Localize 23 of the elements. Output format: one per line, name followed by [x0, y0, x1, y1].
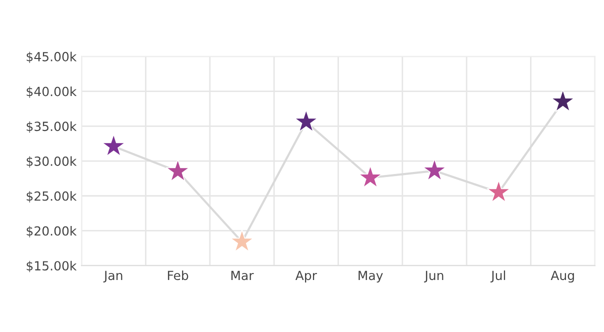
point	[358, 165, 382, 188]
point	[102, 134, 126, 157]
y-tick-label: $40.00k	[26, 86, 77, 98]
y-tick-label: $20.00k	[26, 226, 77, 238]
point	[166, 159, 190, 182]
y-tick-label: $35.00k	[26, 121, 77, 133]
x-tick-label: May	[358, 270, 383, 283]
x-tick-label: Jul	[490, 270, 506, 282]
point	[486, 180, 511, 203]
point	[230, 229, 254, 252]
x-tick-label: Apr	[295, 270, 317, 283]
x-tick-label: Feb	[168, 270, 188, 280]
y-tick-label: $25.00k	[26, 191, 77, 202]
y-tick-label: $45.00k	[26, 52, 77, 64]
y-tick-label: $15.00k	[26, 260, 77, 272]
point	[422, 158, 446, 181]
point	[294, 110, 318, 132]
x-tick-label: Jan	[103, 270, 122, 282]
point	[550, 89, 575, 112]
x-tick-label: Mar	[231, 270, 254, 280]
x-tick-label: Aug	[550, 270, 574, 283]
x-tick-label: Jun	[424, 270, 444, 282]
y-tick-label: $30.00k	[26, 156, 77, 168]
